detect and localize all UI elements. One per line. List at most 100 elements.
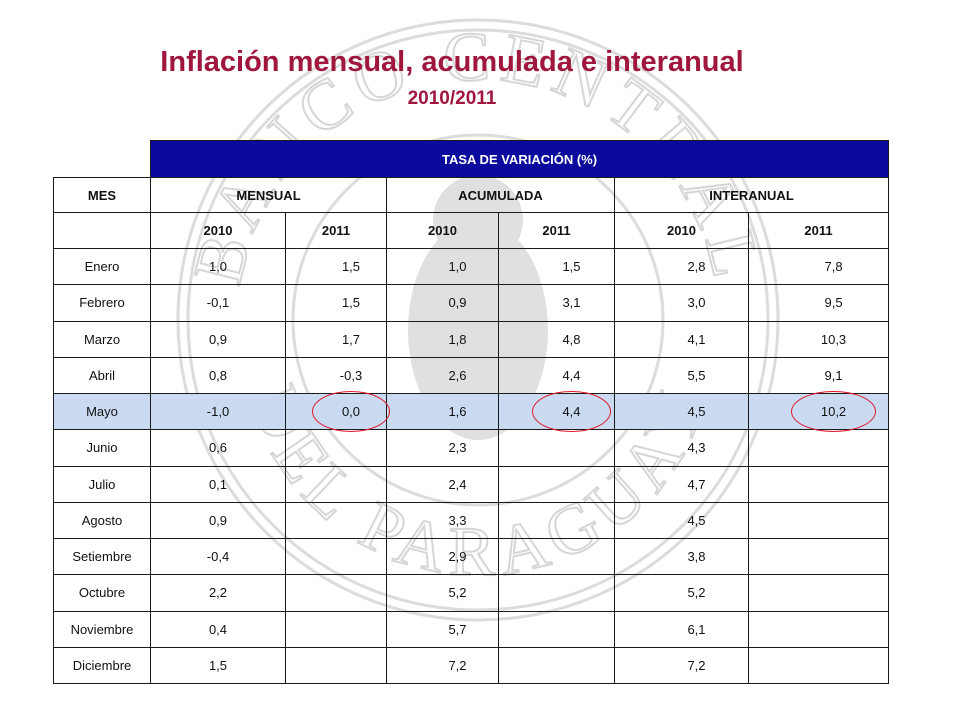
value-cell: 2,3 (386, 429, 499, 467)
cell-value: 6,1 (687, 621, 706, 637)
value-cell: 0,1 (150, 465, 286, 503)
value-cell: 5,2 (386, 574, 499, 612)
value-cell: 1,8 (386, 320, 499, 358)
month-cell: Mayo (53, 392, 151, 431)
inflation-table: TASA DE VARIACIÓN (%) MES MENSUAL ACUMUL… (53, 140, 890, 685)
value-cell (747, 429, 890, 467)
month-cell: Setiembre (53, 537, 151, 576)
year-header: 2010 (614, 212, 749, 249)
value-cell: 3,8 (614, 537, 749, 576)
cell-value: -0,3 (339, 367, 363, 383)
value-cell: 5,7 (386, 610, 499, 648)
cell-value: 2,9 (448, 549, 467, 565)
year-header-blank (53, 212, 151, 249)
value-cell (747, 610, 890, 648)
table-row: Marzo 0,9 1,7 1,8 4,8 4,1 10,3 (53, 320, 890, 358)
value-cell: 0,9 (150, 501, 286, 540)
table-banner: TASA DE VARIACIÓN (%) (149, 140, 890, 178)
value-cell: 7,2 (386, 646, 499, 685)
value-cell: 10,2 (747, 391, 890, 433)
cell-value: 9,5 (824, 295, 843, 311)
month-cell: Julio (53, 465, 151, 503)
cell-value: 2,3 (448, 440, 467, 456)
value-cell: 3,3 (386, 501, 499, 540)
value-cell: 2,9 (386, 537, 499, 576)
value-cell: 4,4 (498, 391, 615, 433)
cell-value: 10,3 (820, 331, 847, 347)
value-cell (285, 465, 387, 503)
value-cell (747, 574, 890, 612)
cell-value: 2,8 (687, 259, 706, 275)
column-group-acumulada: ACUMULADA (386, 177, 615, 213)
cell-value: 1,7 (341, 331, 361, 347)
cell-value: 2,2 (208, 585, 228, 601)
year-header: 2010 (150, 212, 286, 249)
month-cell: Junio (53, 429, 151, 467)
month-cell: Agosto (53, 501, 151, 540)
value-cell: 0,6 (150, 429, 286, 467)
cell-value: 1,8 (448, 331, 467, 347)
value-cell: 5,5 (614, 356, 749, 395)
table-row: Abril 0,8 -0,3 2,6 4,4 5,5 9,1 (53, 356, 890, 395)
value-cell: 9,5 (747, 284, 890, 322)
cell-value: 7,2 (687, 657, 706, 673)
month-cell: Diciembre (53, 646, 151, 685)
column-group-interanual: INTERANUAL (613, 177, 890, 213)
value-cell: -0,4 (150, 537, 286, 576)
cell-value: 1,5 (341, 259, 361, 275)
cell-value: 4,1 (687, 331, 706, 347)
value-cell: 6,1 (614, 610, 749, 648)
value-cell: 4,3 (614, 429, 749, 467)
table-row: Julio 0,1 2,4 4,7 (53, 465, 890, 503)
value-cell: 0,9 (386, 284, 499, 322)
value-cell (498, 429, 615, 467)
cell-value: 4,3 (687, 440, 706, 456)
cell-value: 1,5 (208, 657, 228, 673)
value-cell: 5,2 (614, 574, 749, 612)
cell-value: 3,1 (562, 295, 581, 311)
value-cell (498, 646, 615, 685)
cell-value: 0,9 (448, 295, 467, 311)
table-row: Febrero -0,1 1,5 0,9 3,1 3,0 9,5 (53, 284, 890, 322)
value-cell (747, 646, 890, 685)
value-cell: 1,5 (285, 284, 387, 322)
table-row: Mayo -1,0 0,0 1,6 4,4 4,5 10,2 (53, 391, 890, 433)
value-cell (498, 537, 615, 576)
table-row: Octubre 2,2 5,2 5,2 (53, 574, 890, 612)
value-cell: 0,9 (150, 320, 286, 358)
year-header: 2011 (285, 212, 387, 249)
value-cell: 0,4 (150, 610, 286, 648)
cell-value: 4,5 (687, 512, 706, 528)
cell-value: 1,5 (341, 295, 361, 311)
month-cell: Noviembre (53, 610, 151, 648)
cell-value: 0,9 (208, 512, 228, 528)
cell-value: 0,8 (208, 367, 228, 383)
cell-value: 9,1 (824, 367, 843, 383)
value-cell: 4,5 (614, 501, 749, 540)
month-cell: Abril (53, 356, 151, 395)
value-cell: 1,0 (150, 247, 286, 286)
month-cell: Marzo (53, 320, 151, 358)
year-header: 2011 (747, 212, 890, 249)
column-group-mensual: MENSUAL (150, 177, 387, 213)
value-cell: 9,1 (747, 356, 890, 395)
value-cell: 1,5 (285, 247, 387, 286)
cell-value: 0,9 (208, 331, 228, 347)
cell-value: 5,7 (448, 621, 467, 637)
cell-value: 4,5 (687, 404, 706, 420)
table-row: Agosto 0,9 3,3 4,5 (53, 501, 890, 540)
cell-value: -0,4 (206, 549, 230, 565)
value-cell (285, 429, 387, 467)
value-cell: 3,1 (498, 284, 615, 322)
cell-value: 1,0 (448, 259, 467, 275)
page-title: Inflación mensual, acumulada e interanua… (160, 46, 744, 78)
value-cell: 2,2 (150, 574, 286, 612)
cell-value: 0,6 (208, 440, 228, 456)
value-cell (498, 574, 615, 612)
cell-value: -0,1 (206, 295, 230, 311)
value-cell: 2,6 (386, 356, 499, 395)
cell-value: 1,0 (208, 259, 228, 275)
value-cell: 4,4 (498, 356, 615, 395)
value-cell: 4,5 (614, 392, 749, 431)
value-cell: 7,2 (614, 646, 749, 685)
